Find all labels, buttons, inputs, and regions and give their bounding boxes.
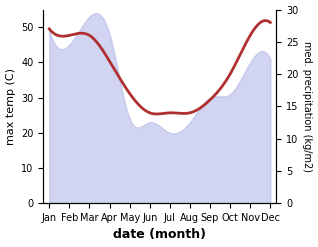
Y-axis label: max temp (C): max temp (C)	[5, 68, 16, 145]
X-axis label: date (month): date (month)	[113, 228, 206, 242]
Y-axis label: med. precipitation (kg/m2): med. precipitation (kg/m2)	[302, 41, 313, 172]
